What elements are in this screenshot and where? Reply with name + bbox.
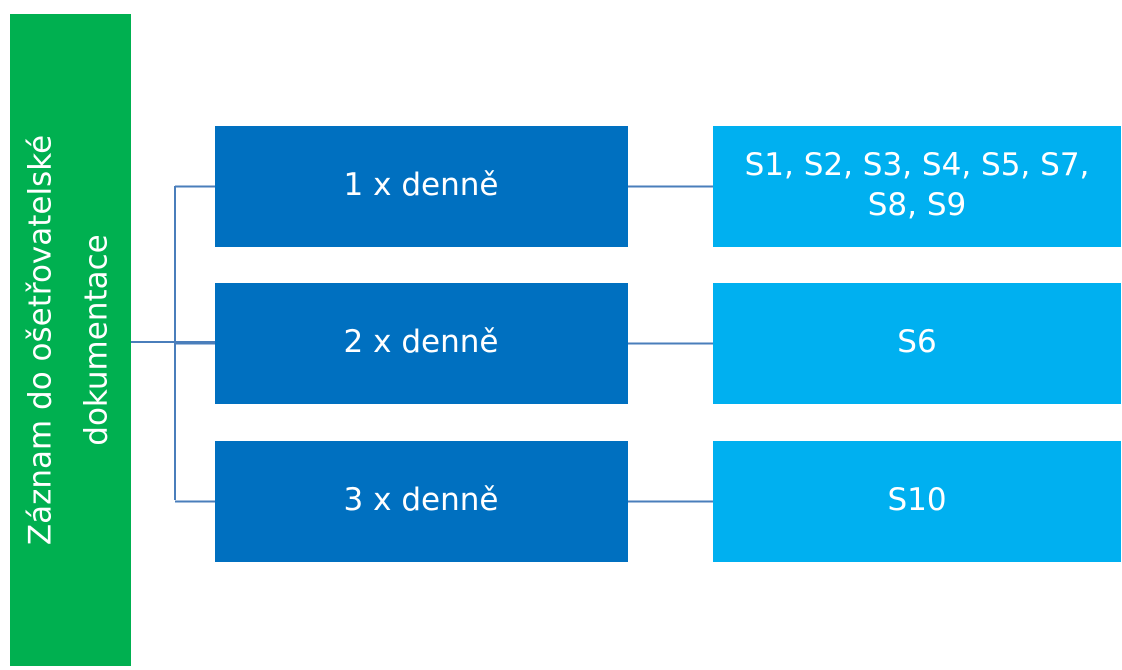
node-label: 2 x denně <box>344 324 499 360</box>
item-box <box>713 441 1121 562</box>
node-label: 1 x denně <box>344 167 499 203</box>
root-box <box>10 14 131 666</box>
root-label: Záznam do ošetřovatelské <box>23 135 59 545</box>
root-label-group: Záznam do ošetřovatelské dokumentace <box>23 135 115 545</box>
root-label: dokumentace <box>79 234 115 445</box>
item-label: S10 <box>887 482 946 518</box>
node-box <box>215 126 628 247</box>
node-label: 3 x denně <box>344 482 499 518</box>
item-box <box>713 283 1121 404</box>
item-label: S8, S9 <box>868 187 967 223</box>
item-label: S6 <box>897 324 936 360</box>
node-box <box>215 283 628 404</box>
node-box <box>215 441 628 562</box>
item-box <box>713 126 1121 247</box>
item-label: S1, S2, S3, S4, S5, S7, <box>745 147 1090 183</box>
